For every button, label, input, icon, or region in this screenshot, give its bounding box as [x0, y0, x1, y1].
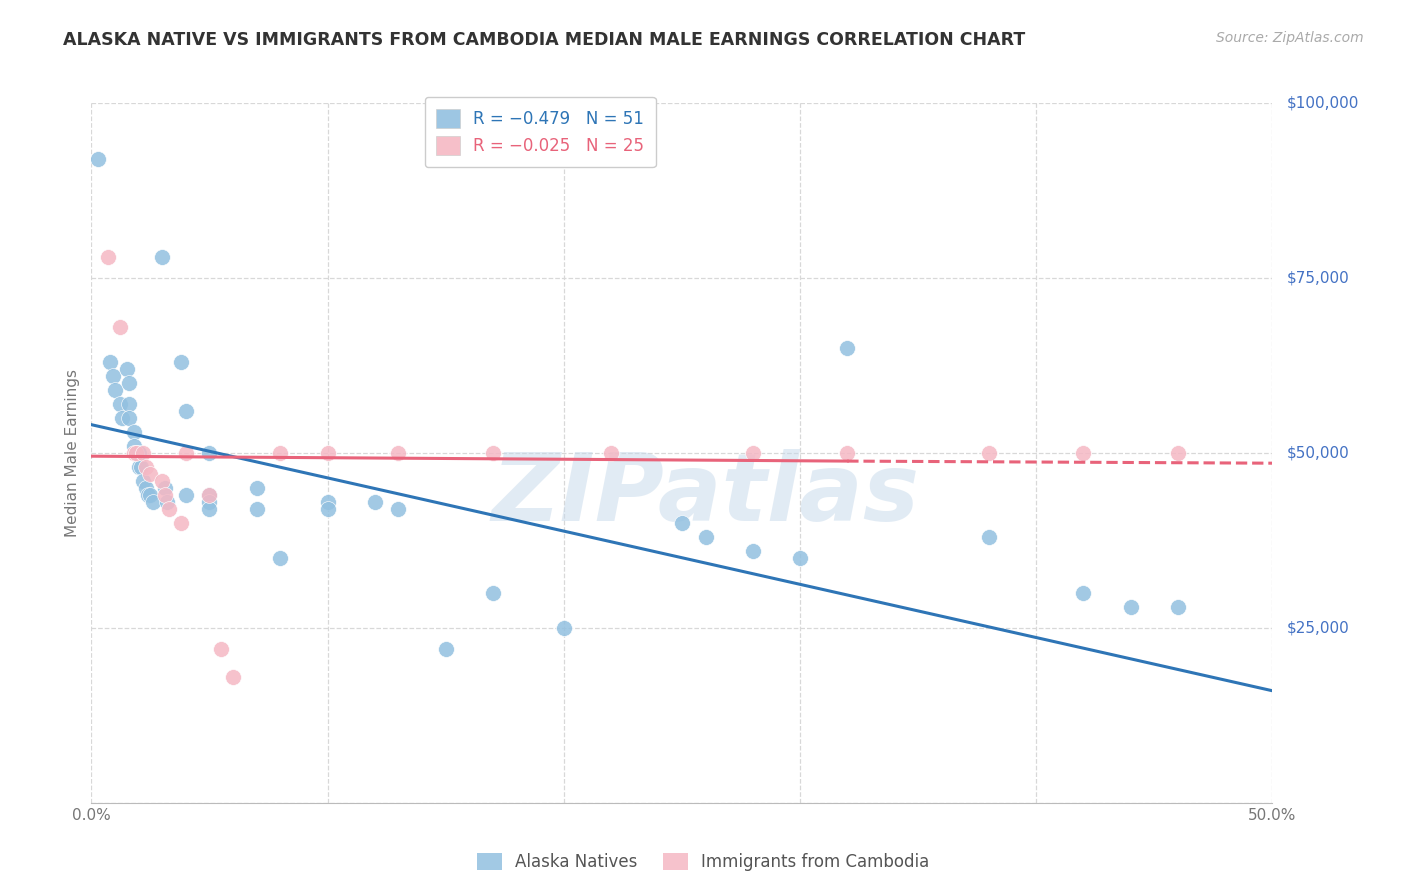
Point: [977, 445, 1000, 460]
Point: [170, 354, 193, 368]
Point: [153, 488, 176, 502]
Y-axis label: Median Male Earnings: Median Male Earnings: [65, 368, 80, 537]
Point: [1119, 599, 1142, 614]
Point: [174, 445, 197, 460]
Point: [104, 383, 127, 397]
Point: [695, 530, 717, 544]
Point: [156, 494, 179, 508]
Point: [157, 501, 180, 516]
Point: [316, 445, 339, 460]
Point: [111, 410, 134, 425]
Point: [132, 445, 155, 460]
Point: [789, 550, 811, 565]
Point: [118, 397, 141, 411]
Legend: R = −0.479   N = 51, R = −0.025   N = 25: R = −0.479 N = 51, R = −0.025 N = 25: [425, 97, 655, 167]
Text: $25,000: $25,000: [1286, 620, 1350, 635]
Point: [135, 459, 157, 474]
Point: [101, 368, 124, 383]
Point: [741, 543, 763, 558]
Point: [129, 459, 152, 474]
Point: [741, 445, 763, 460]
Point: [87, 152, 110, 166]
Point: [115, 361, 138, 376]
Point: [198, 501, 221, 516]
Point: [142, 494, 165, 508]
Point: [482, 445, 505, 460]
Point: [98, 354, 121, 368]
Point: [198, 488, 221, 502]
Point: [97, 250, 120, 264]
Point: [977, 530, 1000, 544]
Point: [364, 494, 387, 508]
Point: [150, 474, 173, 488]
Text: $100,000: $100,000: [1286, 95, 1358, 110]
Point: [1073, 585, 1095, 599]
Point: [246, 501, 269, 516]
Point: [387, 445, 409, 460]
Point: [122, 425, 145, 439]
Point: [122, 445, 145, 460]
Point: [174, 403, 197, 417]
Point: [1073, 445, 1095, 460]
Point: [209, 641, 232, 656]
Point: [837, 445, 859, 460]
Point: [118, 410, 141, 425]
Point: [600, 445, 623, 460]
Point: [150, 250, 173, 264]
Text: $75,000: $75,000: [1286, 270, 1350, 285]
Point: [198, 494, 221, 508]
Point: [139, 467, 162, 481]
Point: [482, 585, 505, 599]
Point: [1167, 599, 1189, 614]
Text: Source: ZipAtlas.com: Source: ZipAtlas.com: [1216, 31, 1364, 45]
Text: $50,000: $50,000: [1286, 445, 1350, 460]
Point: [387, 501, 409, 516]
Point: [837, 341, 859, 355]
Point: [198, 445, 221, 460]
Point: [170, 516, 193, 530]
Legend: Alaska Natives, Immigrants from Cambodia: Alaska Natives, Immigrants from Cambodia: [468, 845, 938, 880]
Point: [153, 481, 176, 495]
Point: [222, 670, 245, 684]
Point: [108, 397, 131, 411]
Point: [316, 494, 339, 508]
Point: [132, 474, 155, 488]
Point: [269, 445, 291, 460]
Text: ALASKA NATIVE VS IMMIGRANTS FROM CAMBODIA MEDIAN MALE EARNINGS CORRELATION CHART: ALASKA NATIVE VS IMMIGRANTS FROM CAMBODI…: [63, 31, 1025, 49]
Point: [1167, 445, 1189, 460]
Text: ZIPatlas: ZIPatlas: [492, 449, 920, 541]
Point: [128, 445, 150, 460]
Point: [118, 376, 141, 390]
Point: [139, 488, 162, 502]
Point: [128, 459, 150, 474]
Point: [198, 488, 221, 502]
Point: [136, 488, 159, 502]
Point: [553, 621, 575, 635]
Point: [174, 488, 197, 502]
Point: [246, 481, 269, 495]
Point: [671, 516, 693, 530]
Point: [108, 319, 131, 334]
Point: [434, 641, 457, 656]
Point: [135, 481, 157, 495]
Point: [122, 439, 145, 453]
Point: [269, 550, 291, 565]
Point: [316, 501, 339, 516]
Point: [125, 445, 148, 460]
Point: [125, 445, 148, 460]
